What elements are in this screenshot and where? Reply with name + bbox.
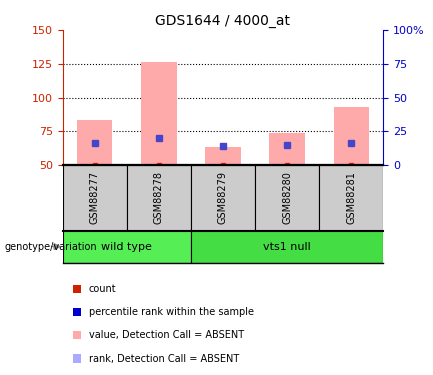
Bar	[205, 147, 241, 165]
Text: rank, Detection Call = ABSENT: rank, Detection Call = ABSENT	[89, 354, 239, 363]
Bar	[77, 120, 113, 165]
Text: count: count	[89, 284, 116, 294]
Bar	[141, 62, 177, 165]
Title: GDS1644 / 4000_at: GDS1644 / 4000_at	[155, 13, 291, 28]
Bar	[255, 165, 319, 231]
Text: GSM88280: GSM88280	[282, 171, 292, 224]
Bar	[72, 331, 81, 339]
Bar	[269, 133, 305, 165]
Text: GSM88279: GSM88279	[218, 171, 228, 224]
Text: vts1 null: vts1 null	[263, 242, 311, 252]
Bar	[333, 107, 369, 165]
Bar	[191, 231, 383, 262]
Bar	[191, 165, 255, 231]
Text: genotype/variation: genotype/variation	[4, 242, 97, 252]
Bar	[63, 231, 191, 262]
Text: GSM88278: GSM88278	[154, 171, 164, 224]
Text: percentile rank within the sample: percentile rank within the sample	[89, 307, 254, 317]
Bar	[319, 165, 383, 231]
Text: GSM88281: GSM88281	[346, 171, 356, 224]
Bar	[63, 165, 127, 231]
Bar	[72, 354, 81, 363]
Bar	[72, 285, 81, 293]
Text: GSM88277: GSM88277	[90, 171, 100, 224]
Text: wild type: wild type	[101, 242, 152, 252]
Bar	[72, 308, 81, 316]
Bar	[127, 165, 191, 231]
Text: value, Detection Call = ABSENT: value, Detection Call = ABSENT	[89, 330, 244, 340]
